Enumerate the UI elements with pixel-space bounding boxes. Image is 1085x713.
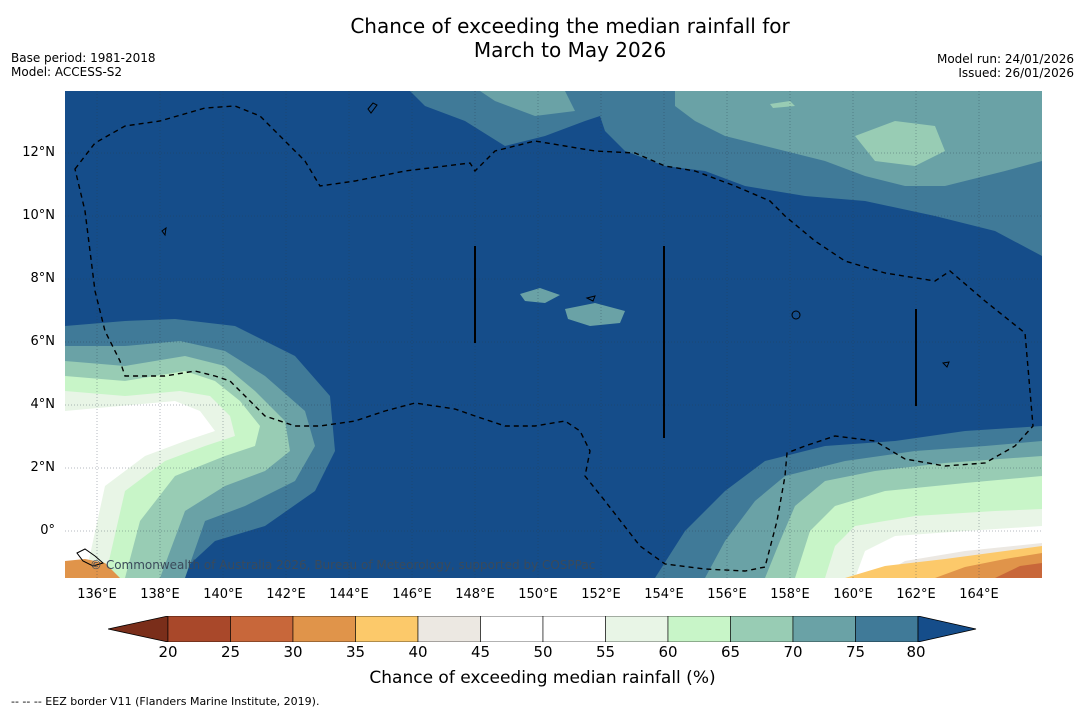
colorbar-swatch-75-80 — [855, 616, 919, 642]
islands — [76, 102, 950, 567]
lat-label-6n: 6°N — [30, 334, 56, 349]
title-line-2: March to May 2026 — [473, 38, 667, 62]
probability-65-patch-north — [770, 101, 945, 166]
colorbar-tick-50: 50 — [533, 643, 553, 661]
colorbar — [108, 616, 977, 642]
lon-label-162e: 162°E — [896, 587, 936, 602]
lon-label-142e: 142°E — [266, 587, 306, 602]
probability-30-patch-southwest — [65, 559, 120, 578]
title-line-1: Chance of exceeding the median rainfall … — [350, 14, 790, 38]
lon-label-156e: 156°E — [707, 587, 747, 602]
meta-left: Base period: 1981-2018 Model: ACCESS-S2 — [11, 51, 156, 79]
lat-label-10n: 10°N — [22, 208, 55, 223]
colorbar-tick-80: 80 — [906, 643, 926, 661]
lon-label-154e: 154°E — [644, 587, 684, 602]
colorbar-swatch-65-70 — [730, 616, 794, 642]
colorbar-tick-40: 40 — [408, 643, 428, 661]
lat-label-2n: 2°N — [30, 460, 56, 475]
lon-label-144e: 144°E — [329, 587, 369, 602]
colorbar-swatch-30-35 — [292, 616, 356, 642]
lon-label-138e: 138°E — [140, 587, 180, 602]
colorbar-label: Chance of exceeding median rainfall (%) — [369, 668, 716, 688]
lon-label-148e: 148°E — [455, 587, 495, 602]
model-name: Model: ACCESS-S2 — [11, 65, 123, 79]
lon-label-158e: 158°E — [770, 587, 810, 602]
colorbar-arrow-high — [917, 616, 977, 642]
colorbar-swatch-25-30 — [230, 616, 294, 642]
colorbar-tick-30: 30 — [283, 643, 303, 661]
base-period: Base period: 1981-2018 — [11, 51, 156, 65]
colorbar-tick-20: 20 — [158, 643, 178, 661]
colorbar-tick-55: 55 — [595, 643, 616, 661]
eez-border — [74, 105, 1034, 572]
lon-label-160e: 160°E — [833, 587, 873, 602]
meta-right: Model run: 24/01/2026 Issued: 26/01/2026 — [937, 52, 1074, 80]
lon-label-140e: 140°E — [203, 587, 243, 602]
lat-label-4n: 4°N — [30, 397, 56, 412]
lon-label-146e: 146°E — [392, 587, 432, 602]
lon-label-164e: 164°E — [959, 587, 999, 602]
colorbar-tick-35: 35 — [345, 643, 366, 661]
colorbar-swatch-20-25 — [167, 616, 231, 642]
probability-70-patch-centre — [520, 288, 625, 326]
colorbar-swatch-35-40 — [355, 616, 419, 642]
copyright-credit: © Commonwealth of Australia 2026, Bureau… — [90, 558, 596, 572]
model-run: Model run: 24/01/2026 — [936, 52, 1074, 66]
lat-label-12n: 12°N — [22, 145, 55, 160]
colorbar-swatch-40-45 — [417, 616, 481, 642]
rainfall-map[interactable] — [65, 91, 1042, 578]
colorbar-tick-75: 75 — [845, 643, 866, 661]
colorbar-tick-45: 45 — [470, 643, 491, 661]
eez-footnote: -- -- -- EEZ border V11 (Flanders Marine… — [11, 695, 320, 708]
lon-label-152e: 152°E — [581, 587, 621, 602]
colorbar-tick-70: 70 — [783, 643, 803, 661]
colorbar-swatch-45-50 — [480, 616, 544, 642]
issued-date: Issued: 26/01/2026 — [958, 66, 1074, 80]
lat-label-0: 0° — [40, 523, 55, 538]
lat-label-8n: 8°N — [30, 271, 56, 286]
colorbar-swatch-70-75 — [792, 616, 856, 642]
colorbar-swatch-60-65 — [667, 616, 731, 642]
colorbar-arrow-low — [108, 616, 169, 642]
colorbar-tick-25: 25 — [220, 643, 241, 661]
map-canvas — [65, 91, 1042, 578]
colorbar-swatch-55-60 — [605, 616, 669, 642]
colorbar-tick-65: 65 — [720, 643, 741, 661]
probability-25-band-southeast — [995, 563, 1042, 578]
lon-label-150e: 150°E — [518, 587, 558, 602]
map-title: Chance of exceeding the median rainfall … — [270, 14, 870, 62]
colorbar-swatch-50-55 — [542, 616, 606, 642]
lon-label-136e: 136°E — [77, 587, 117, 602]
colorbar-tick-60: 60 — [658, 643, 678, 661]
probability-50-band-west — [65, 401, 215, 578]
